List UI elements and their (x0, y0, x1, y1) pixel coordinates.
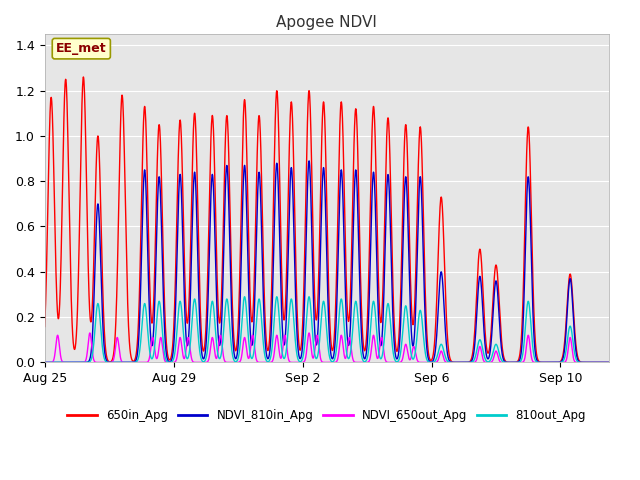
Title: Apogee NDVI: Apogee NDVI (276, 15, 377, 30)
Legend: 650in_Apg, NDVI_810in_Apg, NDVI_650out_Apg, 810out_Apg: 650in_Apg, NDVI_810in_Apg, NDVI_650out_A… (63, 405, 591, 427)
Text: EE_met: EE_met (56, 42, 107, 55)
